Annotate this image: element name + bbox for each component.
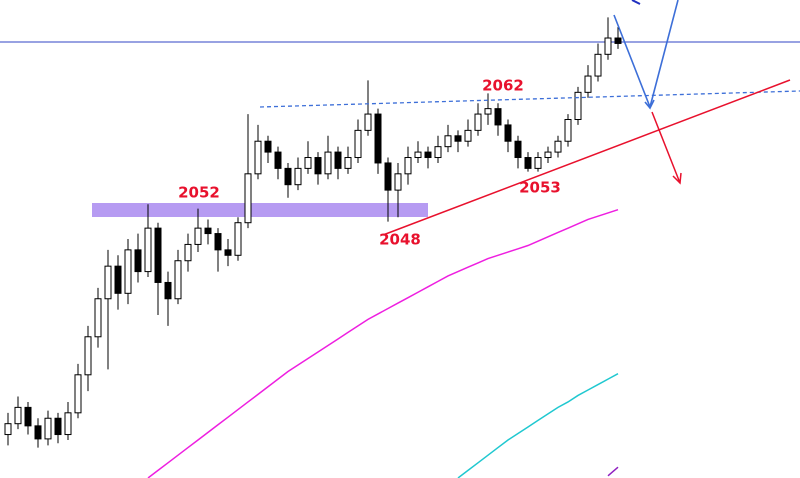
candle-body: [114, 265, 122, 294]
candle-body: [104, 265, 112, 300]
candle-body: [34, 425, 42, 440]
candle-body: [564, 119, 572, 142]
candle-body: [514, 140, 522, 159]
candle-body: [24, 406, 32, 427]
candle-body: [234, 222, 242, 256]
down-arrow: [651, 111, 681, 184]
annotation: 2062: [482, 77, 524, 95]
candle-body: [214, 233, 222, 251]
candle-body: [174, 260, 182, 300]
candle-body: [164, 281, 172, 300]
candle-body: [294, 167, 302, 186]
candle-body: [14, 406, 22, 425]
down-arrow-head: [672, 172, 682, 185]
candle-body: [554, 140, 562, 153]
candle-body: [284, 167, 292, 186]
candle-body: [314, 157, 322, 175]
candle-body: [364, 113, 372, 131]
candle-body: [254, 140, 262, 175]
candle-body: [94, 298, 102, 338]
candle-body: [334, 151, 342, 169]
candle-body: [324, 151, 332, 175]
candle-body: [224, 249, 232, 256]
candle-body: [184, 243, 192, 262]
candle-body: [84, 336, 92, 376]
candle-body: [144, 227, 152, 273]
candle-body: [64, 412, 72, 436]
candle-body: [464, 129, 472, 142]
candle-body: [574, 91, 582, 121]
neckline: [259, 90, 800, 108]
candle-body: [134, 249, 142, 273]
candle-body: [594, 53, 602, 77]
moving-average: [147, 208, 619, 478]
candles: [4, 17, 622, 478]
candle-body: [544, 151, 552, 159]
annotation: 2048: [379, 231, 421, 249]
candle-body: [384, 162, 392, 191]
annotation: 2053: [519, 179, 561, 197]
trend-line: [382, 79, 791, 236]
support-zone: [92, 203, 428, 217]
candle-body: [414, 151, 422, 159]
candle-body: [404, 157, 412, 175]
candle-body: [494, 108, 502, 126]
candle-body: [424, 151, 432, 159]
candle-body: [434, 146, 442, 159]
candle-body: [354, 129, 362, 159]
candle-body: [4, 423, 12, 436]
arrow-head: [631, 0, 641, 5]
candle-body: [524, 157, 532, 169]
candle-body: [474, 113, 482, 131]
projection-tip: [644, 99, 655, 110]
candle-body: [604, 37, 612, 55]
candle-body: [74, 374, 82, 414]
candle-body: [534, 157, 542, 169]
candle-body: [274, 151, 282, 169]
candle-body: [504, 124, 512, 142]
candle-body: [584, 75, 592, 93]
annotation: 2052: [178, 184, 220, 202]
moving-average: [607, 466, 619, 477]
candle-body: [244, 173, 252, 224]
moving-average: [457, 373, 619, 478]
candle-body: [54, 417, 62, 436]
candle-body: [204, 227, 212, 235]
candle-body: [264, 140, 272, 153]
candle-body: [344, 157, 352, 169]
candle-body: [44, 417, 52, 440]
candle-body: [444, 135, 452, 148]
candle-body: [374, 113, 382, 164]
candle-body: [394, 173, 402, 191]
candle-body: [124, 249, 132, 294]
candle-body: [454, 135, 462, 142]
candle-body: [194, 227, 202, 245]
projection-path: [613, 0, 679, 110]
candle-body: [154, 227, 162, 283]
candle-body: [484, 108, 492, 115]
candle-body: [304, 157, 312, 169]
candle-body: [614, 37, 622, 44]
